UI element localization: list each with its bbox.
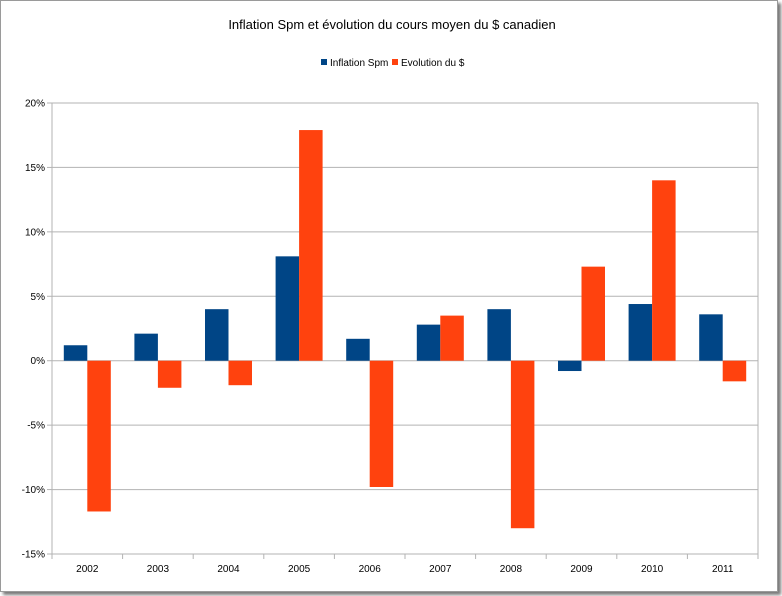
x-tick-label: 2007 bbox=[429, 564, 452, 575]
axes bbox=[51, 103, 759, 555]
y-tick-label: 15% bbox=[25, 163, 45, 174]
y-tick-label: -10% bbox=[22, 485, 45, 496]
legend-item: Evolution du $ bbox=[392, 58, 465, 69]
bar-evolution-2004 bbox=[228, 360, 252, 386]
x-tick-label: 2003 bbox=[147, 564, 170, 575]
bar-inflation-2008 bbox=[487, 309, 511, 361]
legend-swatch bbox=[392, 59, 398, 65]
legend-swatch bbox=[321, 59, 327, 65]
x-tick-labels: 2002 2003 2004 2005 2006 2007 2008 2009 2010 2011 bbox=[76, 564, 734, 575]
y-tick-label: -15% bbox=[22, 550, 45, 561]
x-tick-label: 2009 bbox=[570, 564, 593, 575]
bar-evolution-2008 bbox=[510, 360, 535, 529]
bar-evolution-2010 bbox=[652, 180, 676, 361]
bar-evolution-2003 bbox=[157, 360, 182, 388]
legend: Inflation Spm Evolution du $ bbox=[321, 58, 465, 69]
bars bbox=[63, 130, 747, 529]
legend-label: Evolution du $ bbox=[401, 58, 465, 69]
bar-inflation-2004 bbox=[205, 309, 229, 361]
x-tick-label: 2008 bbox=[500, 564, 523, 575]
bar-evolution-2002 bbox=[87, 360, 111, 512]
y-tick-label: 5% bbox=[31, 292, 46, 303]
y-tick-label: 10% bbox=[25, 227, 45, 238]
bar-evolution-2006 bbox=[369, 360, 394, 487]
bar-evolution-2007 bbox=[440, 315, 464, 361]
y-tick-label: -5% bbox=[27, 421, 45, 432]
x-tick-label: 2002 bbox=[76, 564, 99, 575]
y-tick-label: 0% bbox=[31, 356, 46, 367]
bar-inflation-2007 bbox=[416, 324, 441, 361]
x-tick-label: 2006 bbox=[359, 564, 382, 575]
legend-item: Inflation Spm bbox=[321, 58, 388, 69]
bar-inflation-2009 bbox=[558, 360, 582, 372]
bar-inflation-2010 bbox=[628, 304, 653, 361]
y-tick-label: 20% bbox=[25, 99, 45, 110]
bar-inflation-2002 bbox=[63, 345, 88, 361]
x-tick-label: 2011 bbox=[712, 564, 734, 575]
x-tick-label: 2010 bbox=[641, 564, 664, 575]
legend-label: Inflation Spm bbox=[330, 58, 388, 69]
bar-inflation-2003 bbox=[134, 333, 158, 361]
bar-evolution-2009 bbox=[581, 266, 605, 361]
x-tick-label: 2005 bbox=[288, 564, 311, 575]
bar-inflation-2006 bbox=[346, 338, 370, 361]
bar-inflation-2005 bbox=[275, 256, 300, 361]
bar-evolution-2005 bbox=[299, 130, 323, 361]
bar-evolution-2011 bbox=[722, 360, 747, 382]
bar-inflation-2011 bbox=[699, 314, 723, 361]
x-tick-label: 2004 bbox=[217, 564, 240, 575]
chart-title: Inflation Spm et évolution du cours moye… bbox=[228, 17, 555, 32]
y-tick-labels: 20% 15% 10% 5% 0% -5% -10% -15% bbox=[22, 99, 45, 561]
